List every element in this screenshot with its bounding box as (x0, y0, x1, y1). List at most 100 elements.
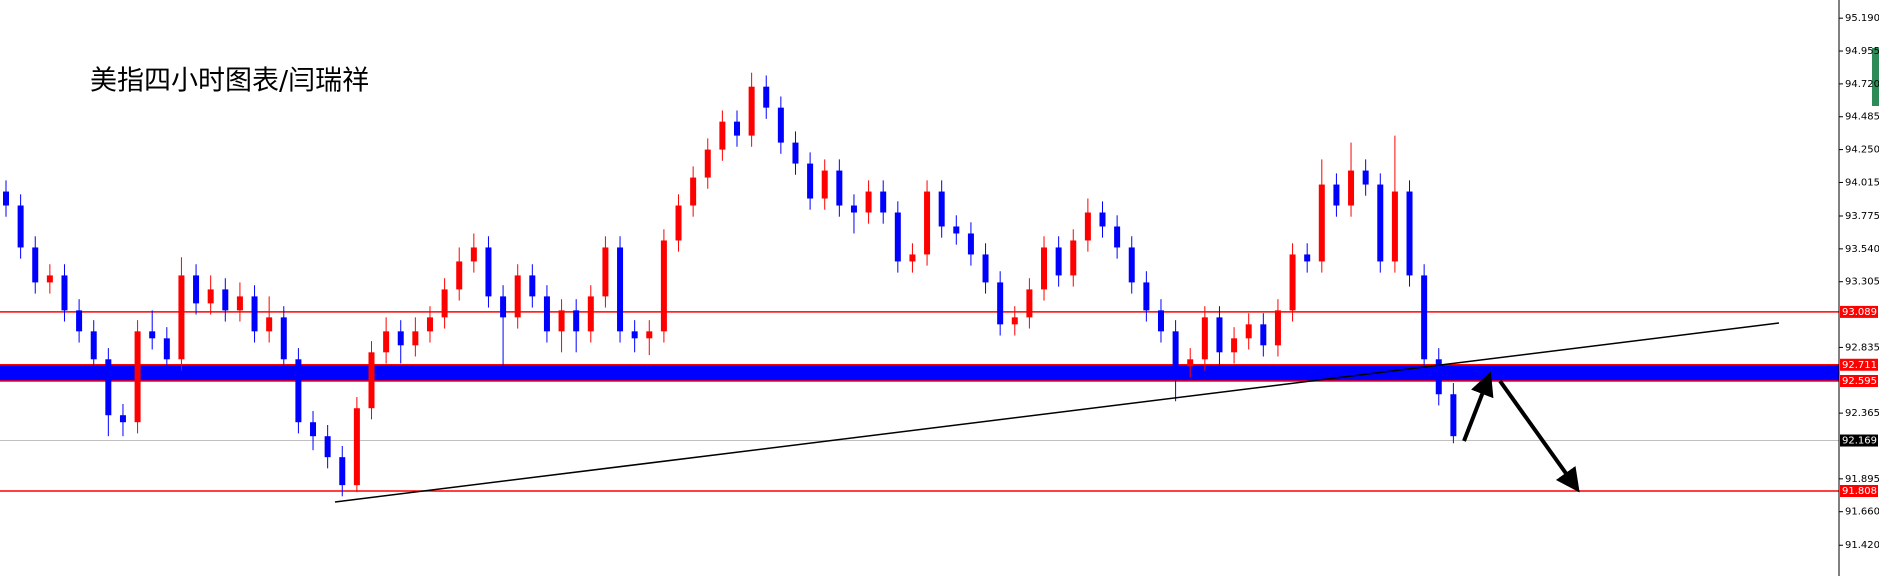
candle-body (32, 247, 39, 283)
support-band (0, 364, 1839, 381)
candle-body (353, 408, 360, 486)
arrow-down (1498, 379, 1580, 493)
candle-body (280, 317, 287, 360)
candle-body (456, 261, 463, 290)
candle-body (850, 205, 857, 213)
candle-body (1260, 324, 1267, 346)
scroll-indicator (1872, 48, 1879, 106)
y-tick-label: 92.835 (1845, 342, 1879, 353)
candle-body (61, 275, 68, 311)
level-label: 92.169 (1842, 436, 1877, 447)
level-label: 92.595 (1842, 376, 1877, 387)
candle-body (646, 331, 653, 339)
candle-body (1216, 317, 1223, 353)
candle-body (149, 331, 156, 339)
candle-body (777, 107, 784, 143)
candle-body (514, 275, 521, 318)
candle-body (1274, 310, 1281, 346)
candle-body (1304, 254, 1311, 262)
candle-body (1157, 310, 1164, 332)
y-tick-label: 94.015 (1845, 177, 1879, 188)
candle-body (807, 163, 814, 199)
candle-body (1421, 275, 1428, 360)
y-tick-label: 94.485 (1845, 112, 1879, 123)
arrow-up (1462, 371, 1494, 442)
candle-body (119, 415, 126, 423)
candle-body (938, 191, 945, 227)
candle-body (529, 275, 536, 297)
candle-body (17, 205, 24, 248)
level-label: 92.711 (1842, 360, 1877, 371)
candle-body (573, 310, 580, 332)
candle-body (251, 296, 258, 332)
candle-body (295, 359, 302, 423)
trend-line (334, 322, 1780, 503)
candle-body (1450, 394, 1457, 437)
candle-body (193, 275, 200, 304)
candle-body (266, 317, 273, 332)
candle-body (543, 296, 550, 332)
candle-body (236, 296, 243, 311)
candle-body (719, 121, 726, 150)
candle-body (1245, 324, 1252, 339)
candle-body (485, 247, 492, 297)
candle-body (324, 436, 331, 458)
level-label: 91.808 (1842, 486, 1877, 497)
level-label-box (1840, 374, 1878, 387)
candle-body (1362, 170, 1369, 185)
candle-body (1114, 226, 1121, 248)
candle-body (734, 121, 740, 136)
candle-body (982, 254, 989, 283)
candle-body (748, 86, 755, 136)
candle-body (1333, 184, 1340, 206)
candle-body (1143, 282, 1150, 311)
candle-body (1099, 212, 1106, 227)
candle-body (967, 233, 974, 255)
y-tick-label: 93.540 (1845, 244, 1879, 255)
chart-title: 美指四小时图表/闫瑞祥 (90, 66, 369, 97)
candle-body (660, 240, 667, 332)
candle-body (1070, 240, 1077, 276)
level-label-box (1840, 484, 1878, 497)
candle-body (1187, 359, 1194, 367)
candle-body (1435, 359, 1442, 395)
level-label-box (1840, 358, 1878, 371)
candle-body (1391, 191, 1398, 262)
candle-body (1172, 331, 1179, 367)
candle-body (924, 191, 931, 255)
level-label-box (1840, 305, 1878, 318)
y-tick-label: 93.305 (1845, 277, 1879, 288)
candle-body (953, 226, 960, 234)
candle-body (821, 170, 828, 199)
candle-body (310, 422, 317, 437)
candle-body (134, 331, 141, 423)
y-tick-label: 91.895 (1845, 474, 1879, 485)
candle-body (76, 310, 83, 332)
y-tick-label: 93.775 (1845, 211, 1879, 222)
candle-body (1201, 317, 1208, 360)
y-tick-label: 95.190 (1845, 13, 1879, 24)
candle-body (426, 317, 433, 332)
candle-body (1055, 247, 1062, 276)
candle-body (368, 352, 375, 409)
candle-body (207, 289, 214, 304)
candle-body (339, 457, 346, 486)
candle-body (1084, 212, 1091, 241)
candle-body (1026, 289, 1033, 318)
candle-body (90, 331, 97, 360)
candle-body (441, 289, 448, 318)
candle-body (397, 331, 404, 346)
candle-body (763, 86, 770, 108)
candle-body (704, 149, 711, 178)
candle-body (1231, 338, 1238, 353)
candle-body (163, 338, 170, 360)
candle-body (997, 282, 1004, 325)
candle-body (865, 191, 872, 213)
candle-body (631, 331, 638, 339)
y-tick-label: 94.250 (1845, 145, 1879, 156)
candle-body (105, 359, 112, 416)
candle-body (675, 205, 682, 241)
level-label: 93.089 (1842, 307, 1877, 318)
candle-body (412, 331, 419, 346)
